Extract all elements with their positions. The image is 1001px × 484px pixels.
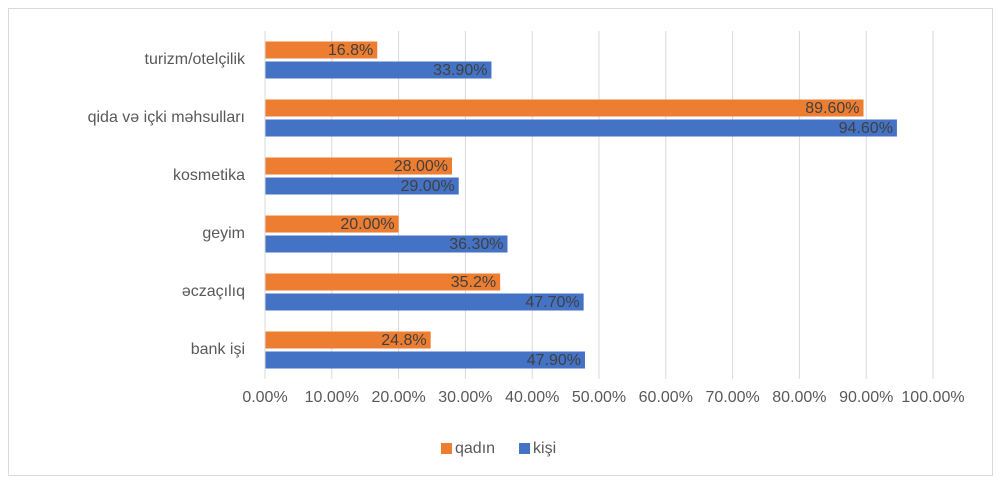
bar xyxy=(265,235,508,253)
x-tick-label: 50.00% xyxy=(572,389,626,406)
x-tick-label: 30.00% xyxy=(438,389,492,406)
y-tick-label: bank işi xyxy=(191,341,245,358)
data-label: 94.60% xyxy=(839,120,893,137)
data-label: 35.2% xyxy=(451,274,496,291)
x-tick-label: 80.00% xyxy=(772,389,826,406)
bar xyxy=(265,331,431,349)
bar xyxy=(265,61,492,79)
data-label: 28.00% xyxy=(394,158,448,175)
x-tick-label: 90.00% xyxy=(839,389,893,406)
bar xyxy=(265,215,399,233)
data-label: 16.8% xyxy=(328,42,373,59)
y-tick-label: qida və içki məhsulları xyxy=(88,109,245,126)
x-tick-label: 0.00% xyxy=(242,389,287,406)
data-label: 89.60% xyxy=(805,100,859,117)
bar xyxy=(265,99,864,117)
y-tick-label: əczaçılıq xyxy=(182,283,245,300)
data-label: 36.30% xyxy=(449,236,503,253)
data-label: 24.8% xyxy=(381,332,426,349)
x-tick-label: 10.00% xyxy=(305,389,359,406)
bar xyxy=(265,157,453,175)
legend-swatch xyxy=(519,443,531,454)
y-tick-label: kosmetika xyxy=(173,167,245,184)
x-tick-label: 60.00% xyxy=(639,389,693,406)
y-tick-label: turizm/otelçilik xyxy=(145,51,246,68)
bar xyxy=(265,41,378,59)
x-tick-label: 40.00% xyxy=(505,389,559,406)
bar xyxy=(265,119,897,137)
legend-label: kişi xyxy=(533,440,556,457)
x-tick-label: 70.00% xyxy=(705,389,759,406)
bar xyxy=(265,177,459,195)
data-label: 47.90% xyxy=(527,352,581,369)
x-tick-label: 100.00% xyxy=(901,389,964,406)
legend-swatch xyxy=(441,443,452,454)
data-label: 20.00% xyxy=(340,216,394,233)
data-label: 47.70% xyxy=(525,294,579,311)
data-label: 29.00% xyxy=(400,178,454,195)
bar xyxy=(265,293,584,311)
legend-label: qadın xyxy=(455,440,495,457)
x-tick-label: 20.00% xyxy=(371,389,425,406)
bar xyxy=(265,351,585,369)
data-label: 33.90% xyxy=(433,62,487,79)
bar xyxy=(265,273,501,291)
y-tick-label: geyim xyxy=(202,225,245,242)
